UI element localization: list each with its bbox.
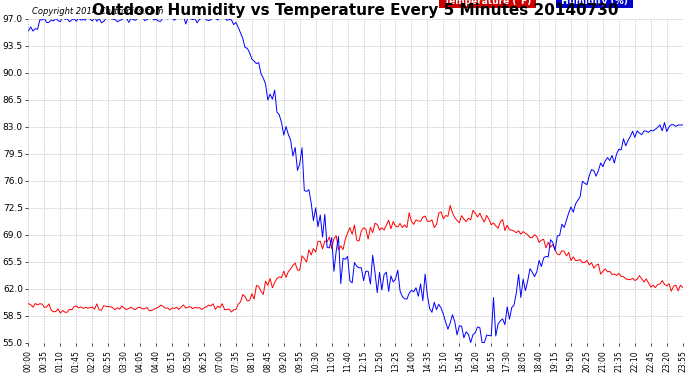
Text: Humidity (%): Humidity (%) xyxy=(558,0,631,6)
Text: Temperature (°F): Temperature (°F) xyxy=(441,0,534,6)
Title: Outdoor Humidity vs Temperature Every 5 Minutes 20140730: Outdoor Humidity vs Temperature Every 5 … xyxy=(92,3,619,18)
Text: Copyright 2014 Cartronics.com: Copyright 2014 Cartronics.com xyxy=(32,7,163,16)
